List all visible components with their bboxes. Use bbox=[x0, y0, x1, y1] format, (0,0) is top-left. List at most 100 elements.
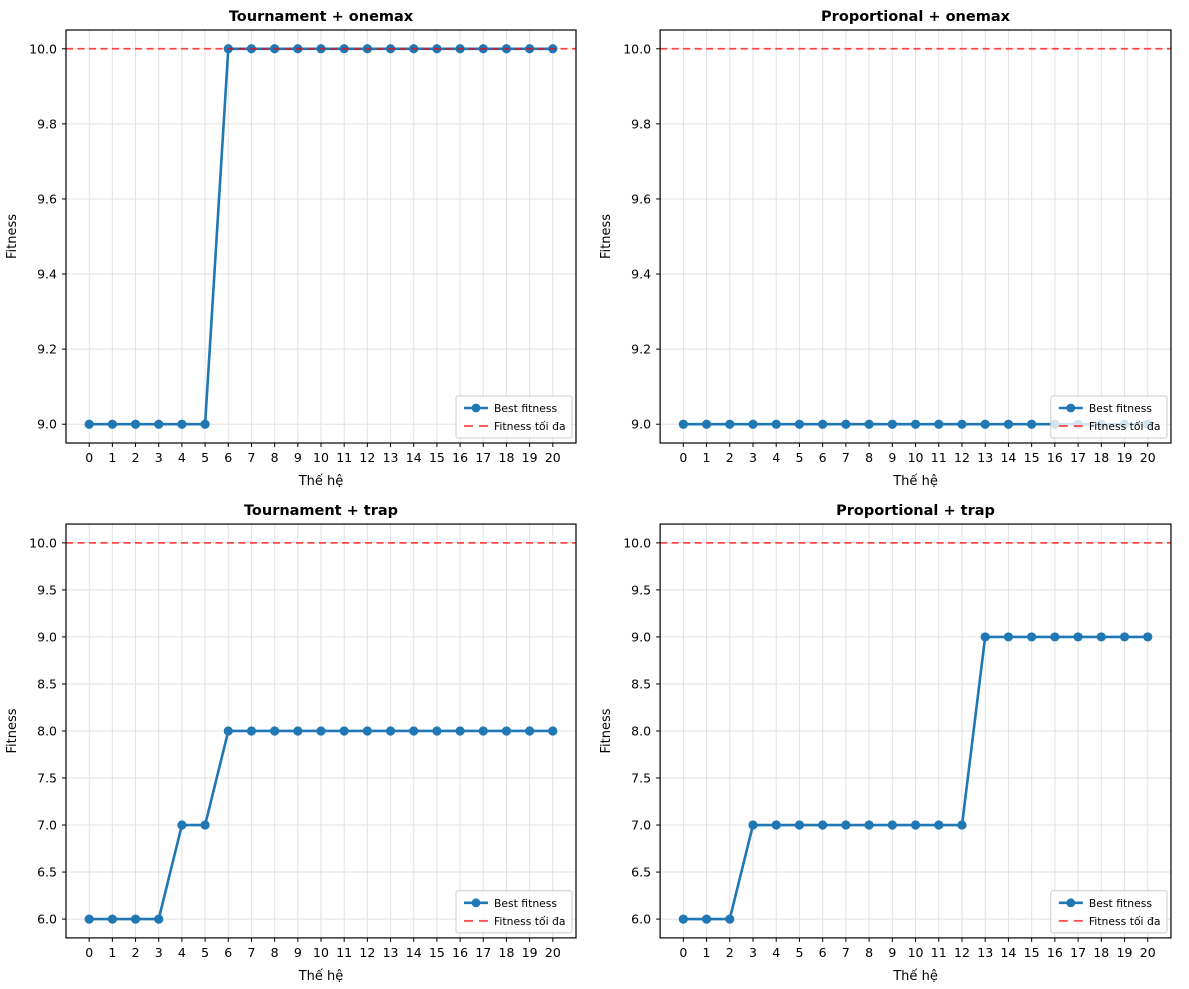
x-tick-label: 5 bbox=[795, 450, 803, 465]
x-tick-label: 2 bbox=[132, 450, 140, 465]
x-tick-label: 19 bbox=[522, 450, 538, 465]
tick-marks bbox=[62, 542, 554, 942]
subplot-tournament-trap-canvas: 0 1 2 3 4 5 6 7 8 9 10 11 12 13 14 15 16 17 18 19 206.06.57.… bbox=[0, 494, 594, 989]
subplot-proportional-trap: 0 1 2 3 4 5 6 7 8 9 10 11 12 13 14 15 16 17 18 19 20 6.0 6.5 7.… bbox=[594, 494, 1189, 989]
x-tick-label: 16 bbox=[1047, 945, 1063, 960]
x-tick-label: 11 bbox=[931, 450, 947, 465]
x-tick-label: 4 bbox=[772, 945, 780, 960]
x-tick-label: 17 bbox=[1070, 450, 1086, 465]
legend-label-max-fitness: Fitness tối đa bbox=[1089, 915, 1161, 928]
y-tick-label: 9.5 bbox=[631, 582, 651, 597]
y-axis-label: Fitness bbox=[599, 214, 614, 259]
y-tick-label: 8.5 bbox=[37, 676, 57, 691]
subplot-proportional-trap-canvas: 0 1 2 3 4 5 6 7 8 9 10 11 12 13 14 15 16 17 18 19 206.06.57.… bbox=[594, 494, 1189, 989]
x-tick-label: 16 bbox=[1047, 450, 1063, 465]
grid-lines bbox=[66, 30, 576, 443]
legend-box bbox=[455, 890, 573, 934]
x-tick-label: 7 bbox=[842, 945, 850, 960]
legend-marker-best-fitness bbox=[1066, 403, 1076, 413]
x-tick-label: 3 bbox=[155, 450, 163, 465]
x-tick-label: 1 bbox=[108, 945, 116, 960]
x-tick-label: 7 bbox=[247, 945, 255, 960]
subplot-proportional-onemax: 0 1 2 3 4 5 6 7 8 9 10 11 12 13 14 15 16 17 18 19 20 9.0 9.2 9.… bbox=[594, 0, 1189, 494]
y-tick-label: 8.0 bbox=[37, 723, 57, 738]
x-tick-label: 12 bbox=[359, 945, 375, 960]
x-tick-label: 6 bbox=[819, 450, 827, 465]
x-tick-label: 1 bbox=[703, 945, 711, 960]
x-tick-label: 19 bbox=[1117, 450, 1133, 465]
subplot-proportional-onemax-canvas: 0 1 2 3 4 5 6 7 8 9 10 11 12 13 14 15 16 17 18 19 209.09.29.… bbox=[594, 0, 1189, 494]
x-tick-label: 9 bbox=[294, 450, 302, 465]
legend-label-best-fitness: Best fitness bbox=[494, 897, 557, 910]
grid-lines bbox=[660, 30, 1171, 443]
x-tick-label: 13 bbox=[383, 450, 399, 465]
y-tick-label: 9.8 bbox=[631, 116, 651, 131]
x-tick-label: 18 bbox=[1093, 450, 1109, 465]
y-tick-label: 10.0 bbox=[29, 535, 57, 550]
legend-label-max-fitness: Fitness tối đa bbox=[1089, 420, 1161, 433]
x-tick-label: 3 bbox=[749, 945, 757, 960]
y-tick-label: 10.0 bbox=[623, 41, 651, 56]
x-tick-label: 10 bbox=[313, 945, 329, 960]
x-tick-label: 15 bbox=[1024, 450, 1040, 465]
legend-label-best-fitness: Best fitness bbox=[494, 402, 557, 415]
x-tick-label: 4 bbox=[178, 945, 186, 960]
chart-title: Tournament + onemax bbox=[229, 9, 414, 25]
x-axis-label: Thế hệ bbox=[298, 474, 344, 489]
legend-label-max-fitness: Fitness tối đa bbox=[494, 420, 566, 433]
y-axis-label: Fitness bbox=[599, 708, 614, 753]
chart-title: Tournament + trap bbox=[244, 503, 398, 519]
y-tick-label: 9.6 bbox=[631, 191, 651, 206]
y-tick-label: 9.2 bbox=[37, 342, 57, 357]
x-tick-label: 5 bbox=[795, 945, 803, 960]
y-tick-label: 9.0 bbox=[37, 629, 57, 644]
x-tick-label: 18 bbox=[1093, 945, 1109, 960]
y-tick-label: 9.2 bbox=[631, 342, 651, 357]
x-tick-label: 11 bbox=[336, 450, 352, 465]
y-tick-label: 6.0 bbox=[37, 912, 57, 927]
y-tick-label: 7.5 bbox=[37, 771, 57, 786]
x-tick-label: 7 bbox=[842, 450, 850, 465]
x-tick-label: 7 bbox=[247, 450, 255, 465]
legend-marker-best-fitness bbox=[1066, 898, 1076, 908]
legend-box bbox=[455, 395, 573, 439]
x-tick-label: 15 bbox=[1024, 945, 1040, 960]
x-tick-label: 20 bbox=[545, 450, 561, 465]
x-tick-label: 2 bbox=[726, 945, 734, 960]
x-tick-label: 18 bbox=[499, 945, 515, 960]
x-tick-label: 4 bbox=[178, 450, 186, 465]
x-tick-label: 12 bbox=[954, 450, 970, 465]
x-tick-label: 16 bbox=[452, 945, 468, 960]
x-tick-label: 0 bbox=[85, 945, 93, 960]
x-tick-label: 17 bbox=[1070, 945, 1086, 960]
x-tick-label: 1 bbox=[703, 450, 711, 465]
x-tick-label: 9 bbox=[294, 945, 302, 960]
subplot-tournament-trap: 0 1 2 3 4 5 6 7 8 9 10 11 12 13 14 15 16 17 18 19 20 6.0 6.5 7.… bbox=[0, 494, 594, 989]
x-axis-label: Thế hệ bbox=[892, 969, 938, 984]
x-tick-label: 3 bbox=[155, 945, 163, 960]
x-tick-label: 4 bbox=[772, 450, 780, 465]
x-tick-label: 13 bbox=[977, 450, 993, 465]
y-tick-label: 9.6 bbox=[37, 191, 57, 206]
legend-label-best-fitness: Best fitness bbox=[1089, 402, 1153, 415]
x-tick-label: 19 bbox=[522, 945, 538, 960]
legend-box bbox=[1050, 395, 1168, 439]
x-tick-label: 0 bbox=[679, 450, 687, 465]
y-tick-label: 9.0 bbox=[37, 417, 57, 432]
x-tick-label: 17 bbox=[475, 945, 491, 960]
tick-marks bbox=[62, 48, 554, 447]
x-tick-label: 9 bbox=[888, 450, 896, 465]
x-tick-label: 20 bbox=[1140, 945, 1156, 960]
x-tick-label: 13 bbox=[977, 945, 993, 960]
x-tick-label: 18 bbox=[499, 450, 515, 465]
y-tick-label: 6.0 bbox=[631, 912, 651, 927]
x-tick-label: 11 bbox=[336, 945, 352, 960]
y-tick-label: 9.4 bbox=[631, 267, 651, 282]
y-tick-label: 9.4 bbox=[37, 267, 57, 282]
x-tick-label: 8 bbox=[271, 945, 279, 960]
chart-title: Proportional + trap bbox=[836, 503, 995, 519]
y-tick-label: 8.5 bbox=[631, 676, 651, 691]
y-tick-label: 9.8 bbox=[37, 116, 57, 131]
x-tick-label: 6 bbox=[224, 450, 232, 465]
x-tick-label: 15 bbox=[429, 945, 445, 960]
